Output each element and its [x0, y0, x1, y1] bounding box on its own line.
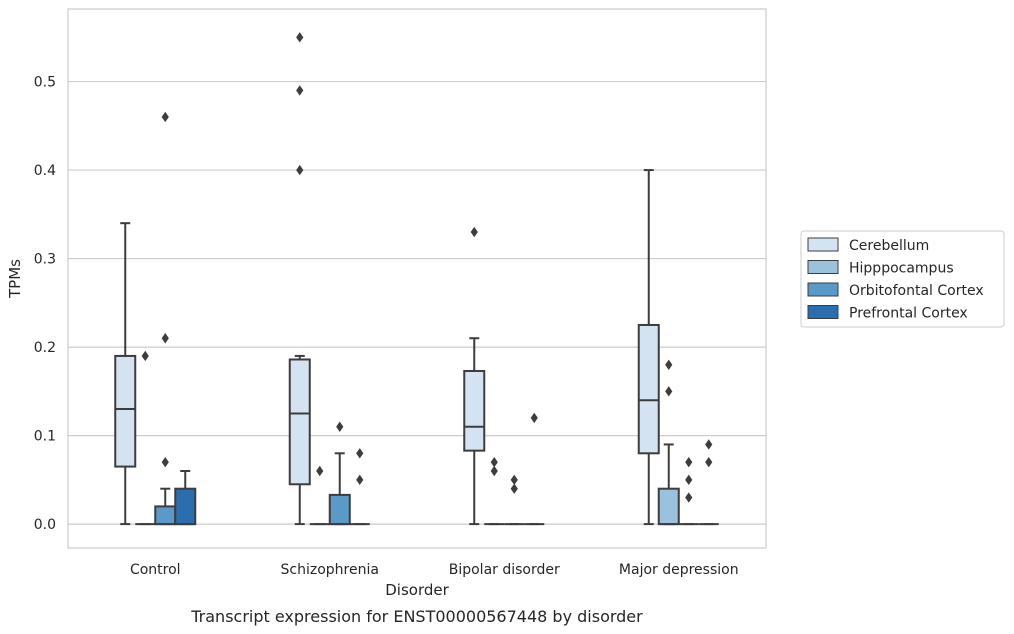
box-prefrontal-cortex: [698, 439, 719, 526]
y-tick-label: 0.2: [34, 340, 56, 356]
y-tick-label: 0.3: [34, 252, 56, 268]
box-cerebellum: [288, 32, 311, 526]
outlier-point: [510, 474, 518, 486]
y-tick-label: 0.0: [34, 517, 56, 533]
outlier-point: [685, 474, 693, 486]
box-body: [463, 369, 486, 452]
outlier-point: [161, 456, 169, 468]
legend-frame: [800, 230, 1005, 328]
box-body: [154, 505, 177, 526]
box-body: [174, 487, 197, 526]
box-body: [637, 323, 660, 455]
x-ticks: Control Schizophrenia Bipolar disorder Majo…: [130, 562, 739, 578]
box-body: [657, 487, 680, 526]
box-orbitofontal-cortex: [154, 111, 177, 526]
legend-swatch: [807, 305, 839, 319]
box-prefrontal-cortex: [349, 448, 370, 526]
legend-label: Orbitofontal Cortex: [849, 283, 984, 299]
box-orbitofontal-cortex: [678, 456, 699, 526]
outlier-point: [316, 465, 324, 477]
legend-swatch: [807, 237, 839, 252]
box-cerebellum: [637, 169, 660, 526]
box-orbitofontal-cortex: [504, 474, 525, 526]
outlier-point: [161, 111, 169, 123]
outlier-point: [356, 448, 364, 459]
outlier-point: [470, 226, 478, 238]
box-cerebellum: [463, 226, 486, 526]
plot-frame: [67, 8, 767, 549]
box-body: [288, 358, 311, 486]
box-body: [114, 354, 137, 468]
y-tick-label: 0.1: [34, 429, 56, 445]
outlier-point: [665, 386, 673, 397]
outlier-point: [685, 456, 693, 468]
x-tick-label: Bipolar disorder: [449, 562, 560, 578]
outlier-point: [685, 492, 693, 503]
box-prefrontal-cortex: [174, 470, 197, 526]
outlier-point: [530, 412, 538, 424]
outlier-point: [510, 483, 518, 494]
outlier-point: [665, 359, 673, 370]
legend: Cerebellum Hipppocampus Orbitofontal Corte…: [800, 230, 1005, 328]
box-hipppocampus: [135, 350, 156, 526]
outlier-point: [296, 164, 304, 176]
box-cerebellum: [114, 222, 137, 526]
legend-swatch: [807, 260, 839, 274]
outlier-point: [161, 333, 169, 344]
outlier-point: [490, 465, 498, 477]
outlier-point: [296, 85, 304, 96]
y-axis-title: TPMs: [6, 259, 24, 299]
outlier-point: [336, 421, 344, 432]
box-hipppocampus: [309, 465, 330, 526]
x-axis-title: Disorder: [385, 581, 449, 599]
x-tick-label: Schizophrenia: [281, 562, 379, 578]
outlier-point: [356, 474, 364, 486]
legend-swatch: [807, 282, 839, 297]
outlier-point: [141, 350, 149, 362]
box-hipppocampus: [484, 456, 505, 526]
grid-lines: [68, 80, 766, 525]
legend-label: Hipppocampus: [849, 261, 954, 277]
box-prefrontal-cortex: [524, 412, 545, 526]
outlier-point: [490, 456, 498, 468]
x-tick-label: Major depression: [619, 562, 739, 578]
chart-caption: Transcript expression for ENST0000056744…: [190, 607, 643, 626]
y-tick-label: 0.5: [34, 75, 56, 91]
box-body: [328, 493, 351, 526]
boxes: [114, 32, 719, 526]
outlier-point: [705, 456, 713, 468]
legend-label: Prefrontal Cortex: [849, 306, 968, 322]
legend-label: Cerebellum: [849, 238, 929, 254]
x-tick-label: Control: [130, 562, 181, 578]
outlier-point: [296, 32, 304, 43]
outlier-point: [705, 439, 713, 450]
y-ticks: 0.0 0.1 0.2 0.3 0.4 0.5: [34, 75, 56, 534]
box-hipppocampus: [657, 359, 680, 526]
y-tick-label: 0.4: [34, 163, 56, 179]
box-orbitofontal-cortex: [328, 421, 351, 526]
